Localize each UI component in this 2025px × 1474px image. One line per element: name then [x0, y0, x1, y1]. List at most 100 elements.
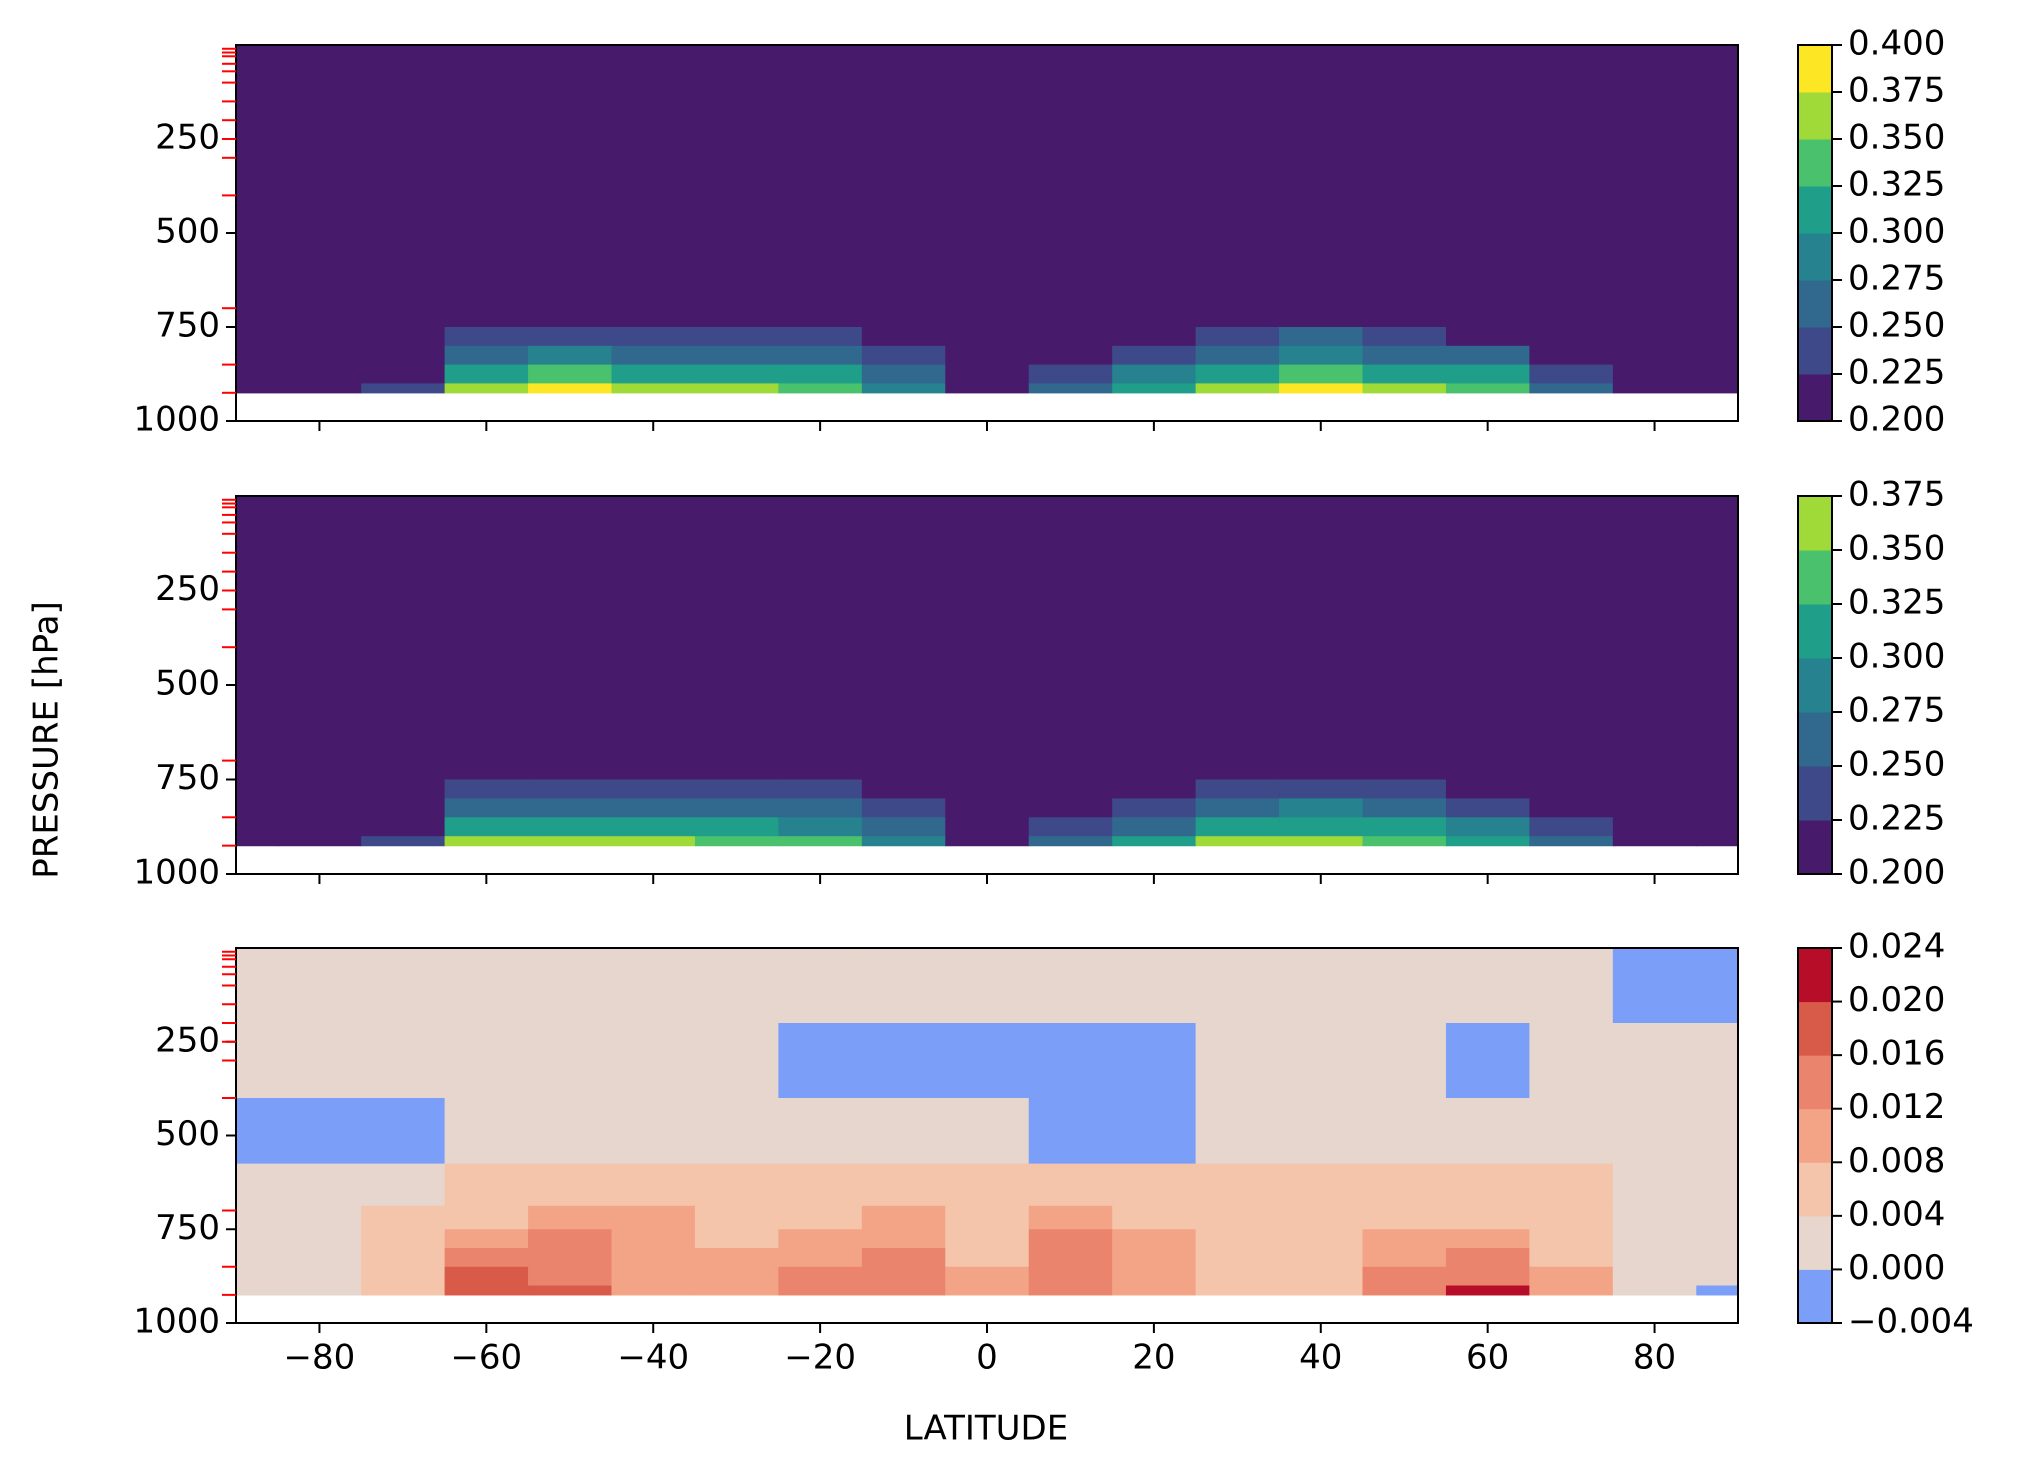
contour-cell — [361, 496, 446, 573]
contour-cell — [778, 1023, 863, 1099]
contour-cell — [236, 496, 279, 573]
contour-cell — [1445, 1205, 1530, 1230]
contour-cell — [1612, 713, 1697, 757]
contour-cell — [611, 261, 696, 305]
contour-cell — [1696, 647, 1739, 714]
colorbar-frame — [1797, 947, 1833, 1324]
contour-cell — [694, 261, 779, 305]
contour-cell — [945, 345, 1030, 366]
contour-cell — [361, 303, 446, 328]
contour-cell — [1279, 647, 1364, 714]
contour-cell — [1195, 45, 1280, 121]
y-tick-label: 500 — [155, 664, 220, 704]
colorbar-segment — [1798, 139, 1832, 187]
contour-cell — [1362, 1023, 1447, 1099]
contour-cell — [1529, 798, 1614, 818]
contour-cell — [1696, 195, 1739, 262]
contour-cell — [277, 1285, 362, 1296]
contour-cell — [1112, 713, 1197, 757]
contour-cell — [361, 817, 446, 837]
contour-cell — [1195, 713, 1280, 757]
contour-cell — [1112, 1229, 1197, 1249]
contour-cell — [1279, 345, 1364, 366]
contour-cell — [361, 1163, 446, 1207]
contour-cell — [528, 817, 613, 837]
contour-cell — [528, 713, 613, 757]
contour-cell — [528, 327, 613, 347]
contour-cell — [1279, 383, 1364, 394]
colorbar-segment — [1798, 1055, 1832, 1110]
contour-cell — [277, 836, 362, 847]
contour-cell — [277, 948, 362, 1024]
contour-cell — [861, 1248, 946, 1268]
contour-cell — [945, 120, 1030, 196]
contour-cell — [694, 195, 779, 262]
contour-cell — [444, 303, 529, 328]
contour-cell — [277, 303, 362, 328]
colorbar-segment — [1798, 1001, 1832, 1056]
contour-cell — [277, 327, 362, 347]
contour-cell — [778, 303, 863, 328]
contour-cell — [1529, 45, 1614, 121]
y-tick-label: 1000 — [133, 400, 220, 440]
contour-cell — [861, 571, 946, 648]
colorbar-segment — [1798, 766, 1832, 821]
contour-cell — [361, 383, 446, 394]
contour-cell — [1279, 195, 1364, 262]
contour-cell — [528, 1285, 613, 1296]
x-tick-label: 20 — [1132, 1338, 1175, 1378]
contour-cell — [1028, 1248, 1113, 1268]
contour-cell — [861, 120, 946, 196]
y-tick-label: 250 — [155, 1020, 220, 1060]
contour-cell — [1112, 327, 1197, 347]
contour-cell — [1028, 798, 1113, 818]
colorbar-tick-label: 0.008 — [1848, 1141, 1945, 1181]
contour-cell — [778, 1229, 863, 1249]
contour-cell — [361, 836, 446, 847]
contour-cell — [861, 1023, 946, 1099]
contour-cell — [1696, 364, 1739, 384]
contour-cell — [694, 1248, 779, 1268]
contour-cell — [694, 1163, 779, 1207]
contour-cell — [277, 383, 362, 394]
contour-cell — [1028, 1229, 1113, 1249]
y-tick-label: 1000 — [133, 1302, 220, 1342]
colorbar-segment — [1798, 712, 1832, 767]
contour-cell — [277, 496, 362, 573]
contour-cell — [1112, 1285, 1197, 1296]
contour-cell — [1612, 948, 1697, 1024]
contour-cell — [1445, 1266, 1530, 1287]
colorbar-tick-label: 0.350 — [1848, 529, 1945, 569]
contour-cell — [361, 571, 446, 648]
contour-cell — [236, 571, 279, 648]
contour-cell — [778, 1285, 863, 1296]
contour-cell — [861, 948, 946, 1024]
contour-cell — [236, 45, 279, 121]
contour-cell — [945, 1229, 1030, 1249]
contour-cell — [1529, 327, 1614, 347]
contour-cell — [1445, 948, 1530, 1024]
contour-cell — [444, 779, 529, 799]
colorbar-segment — [1798, 280, 1832, 328]
contour-cell — [444, 1266, 529, 1287]
contour-cell — [1529, 817, 1614, 837]
contour-cell — [1028, 779, 1113, 799]
contour-cell — [1195, 647, 1280, 714]
contour-cell — [277, 195, 362, 262]
contour-cell — [1195, 383, 1280, 394]
contour-cell — [1112, 303, 1197, 328]
contour-cell — [945, 195, 1030, 262]
colorbar-tick-label: 0.375 — [1848, 71, 1945, 111]
contour-cell — [1028, 45, 1113, 121]
contour-cell — [1445, 817, 1530, 837]
colorbar-tick-label: 0.000 — [1848, 1248, 1945, 1288]
contour-cell — [861, 345, 946, 366]
contour-cell — [1028, 327, 1113, 347]
contour-cell — [1612, 45, 1697, 121]
contour-cell — [1279, 303, 1364, 328]
contour-cell — [861, 496, 946, 573]
contour-cell — [694, 817, 779, 837]
contour-cell — [361, 195, 446, 262]
contour-cell — [1112, 364, 1197, 384]
contour-cell — [861, 1205, 946, 1230]
